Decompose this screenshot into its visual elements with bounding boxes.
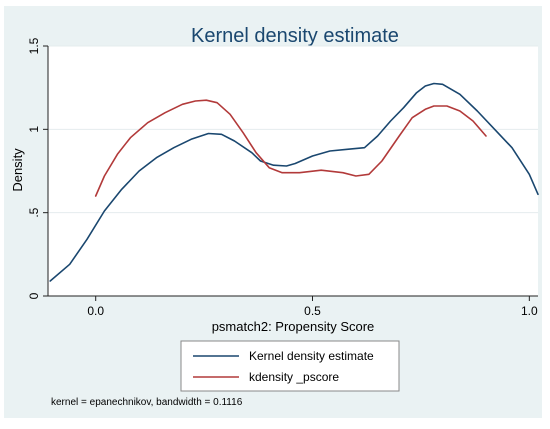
kernel-note: kernel = epanechnikov, bandwidth = 0.111… [51,397,243,408]
x-tick-label: 0.5 [304,304,321,318]
y-tick-label: 1.5 [27,37,41,54]
x-tick-label: 0.0 [87,304,104,318]
axes [47,46,538,297]
y-tick-label: .5 [27,207,41,217]
chart-title: Kernel density estimate [191,25,399,47]
plot-area [48,46,538,296]
series-line-2 [94,99,487,197]
grid-lines [48,45,538,214]
legend-label-1: Kernel density estimate [249,349,374,363]
legend-items: Kernel density estimate kdensity _pscore [193,349,374,384]
legend-label-2: kdensity _pscore [249,370,339,384]
y-tick-label: 0 [27,292,41,299]
y-axis-label: Density [10,148,25,192]
x-tick-label: 1.0 [521,304,538,318]
legend-box [180,340,400,392]
x-axis-label: psmatch2: Propensity Score [212,319,375,334]
legend: Kernel density estimate kdensity _pscore [180,340,400,392]
series-line-1 [49,82,539,282]
axis-ticks: 0.511.50.0 0.5 1.0 [27,37,538,318]
series-lines [49,82,539,282]
y-tick-label: 1 [27,126,41,133]
